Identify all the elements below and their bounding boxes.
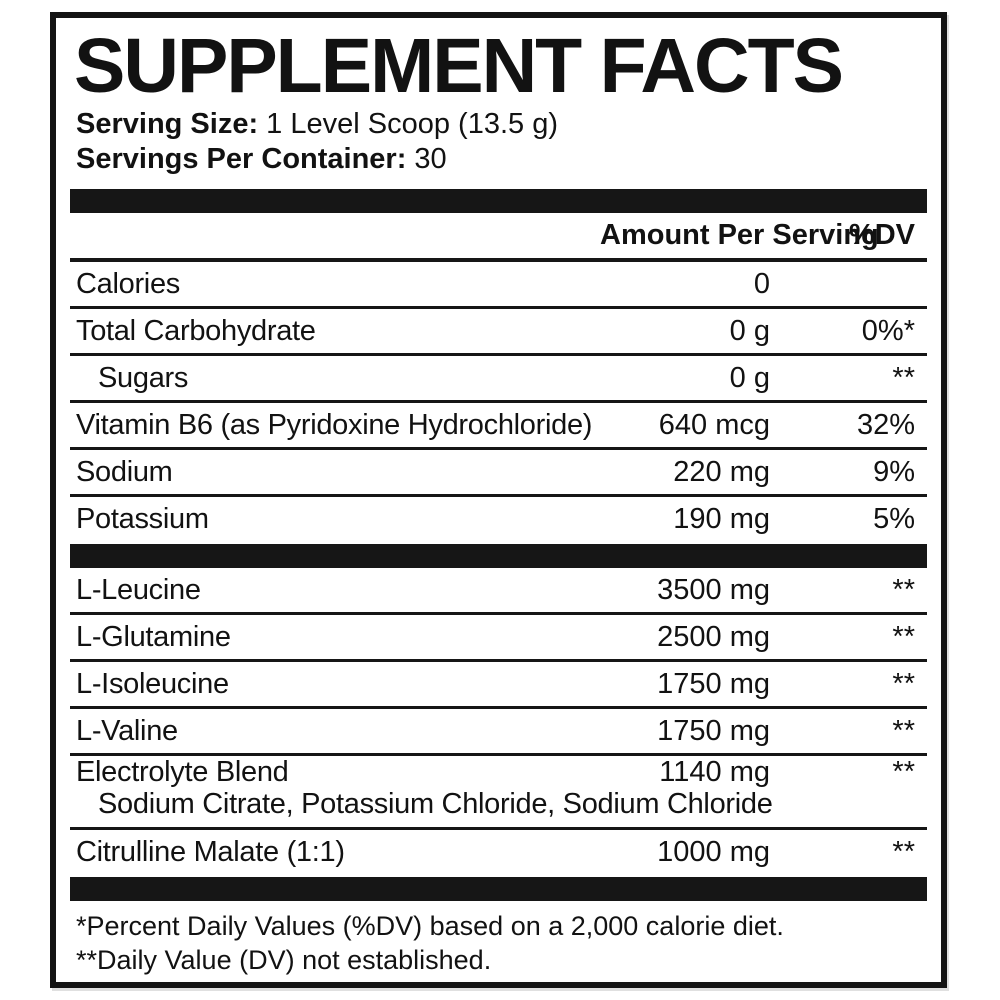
servings-per-container-line: Servings Per Container: 30	[76, 142, 927, 177]
row-dv: **	[892, 573, 915, 606]
row-dv: 5%	[873, 502, 915, 535]
row-name: Citrulline Malate (1:1)	[76, 835, 345, 868]
amount-per-serving-header: Amount Per Serving	[600, 219, 879, 252]
row-name: Calories	[76, 267, 180, 300]
row-name: Sugars	[98, 361, 189, 394]
table-header-row: Amount Per Serving %DV	[70, 213, 927, 263]
row-name: Electrolyte Blend	[76, 756, 289, 789]
row-dv: **	[892, 756, 915, 789]
table-row-calories: Calories 0	[70, 262, 927, 306]
table-row-citrulline-malate: Citrulline Malate (1:1) 1000 mg **	[70, 827, 927, 874]
dv-header: %DV	[848, 219, 915, 252]
row-dv: **	[892, 361, 915, 394]
row-amount: 0	[753, 267, 770, 300]
row-dv: 32%	[856, 408, 915, 441]
divider-bar-top	[70, 189, 927, 214]
row-amount: 220 mg	[673, 455, 770, 488]
footnote-dv-not-established: **Daily Value (DV) not established.	[76, 945, 492, 976]
row-amount: 0 g	[729, 361, 770, 394]
row-name: L-Glutamine	[76, 620, 231, 653]
row-name: Vitamin B6 (as Pyridoxine Hydrochloride)	[76, 408, 593, 441]
supplement-facts-panel: SUPPLEMENT FACTS Serving Size: 1 Level S…	[50, 12, 947, 988]
row-dv: **	[892, 620, 915, 653]
table-row-l-leucine: L-Leucine 3500 mg **	[70, 568, 927, 612]
row-dv: 0%*	[861, 314, 915, 347]
row-name: Total Carbohydrate	[76, 314, 316, 347]
row-name: L-Valine	[76, 714, 178, 747]
panel-title: SUPPLEMENT FACTS	[74, 23, 844, 109]
row-name: L-Isoleucine	[76, 667, 229, 700]
row-dv: 9%	[873, 455, 915, 488]
row-amount: 1000 mg	[657, 835, 770, 868]
serving-size-label: Serving Size:	[76, 108, 259, 141]
row-amount: 1750 mg	[657, 714, 770, 747]
divider-bar-middle	[70, 544, 927, 569]
table-row-l-valine: L-Valine 1750 mg **	[70, 706, 927, 753]
table-row-total-carbohydrate: Total Carbohydrate 0 g 0%*	[70, 306, 927, 353]
servings-per-container-label: Servings Per Container:	[76, 143, 407, 176]
serving-size-value: 1 Level Scoop (13.5 g)	[258, 108, 558, 141]
row-dv: **	[892, 667, 915, 700]
servings-per-container-value: 30	[406, 143, 447, 176]
row-dv: **	[892, 714, 915, 747]
table-row-electrolyte-blend: Electrolyte Blend 1140 mg ** Sodium Citr…	[70, 753, 927, 827]
row-dv: **	[892, 835, 915, 868]
footnotes: *Percent Daily Values (%DV) based on a 2…	[70, 901, 927, 977]
table-row-sugars: Sugars 0 g **	[70, 353, 927, 400]
footnote-percent-dv: *Percent Daily Values (%DV) based on a 2…	[76, 911, 784, 942]
table-row-l-glutamine: L-Glutamine 2500 mg **	[70, 612, 927, 659]
table-row-potassium: Potassium 190 mg 5%	[70, 494, 927, 541]
table-row-vitamin-b6: Vitamin B6 (as Pyridoxine Hydrochloride)…	[70, 400, 927, 447]
divider-bar-bottom	[70, 877, 927, 902]
row-amount: 1750 mg	[657, 667, 770, 700]
row-name: Sodium	[76, 455, 173, 488]
row-amount: 190 mg	[673, 502, 770, 535]
row-amount: 640 mcg	[658, 408, 770, 441]
row-name: L-Leucine	[76, 573, 201, 606]
table-row-sodium: Sodium 220 mg 9%	[70, 447, 927, 494]
table-row-l-isoleucine: L-Isoleucine 1750 mg **	[70, 659, 927, 706]
row-sub-ingredients: Sodium Citrate, Potassium Chloride, Sodi…	[98, 788, 773, 821]
row-amount: 0 g	[729, 314, 770, 347]
row-amount: 3500 mg	[657, 573, 770, 606]
serving-size-line: Serving Size: 1 Level Scoop (13.5 g)	[76, 107, 927, 142]
row-amount: 2500 mg	[657, 620, 770, 653]
row-name: Potassium	[76, 502, 209, 535]
row-amount: 1140 mg	[659, 756, 770, 789]
